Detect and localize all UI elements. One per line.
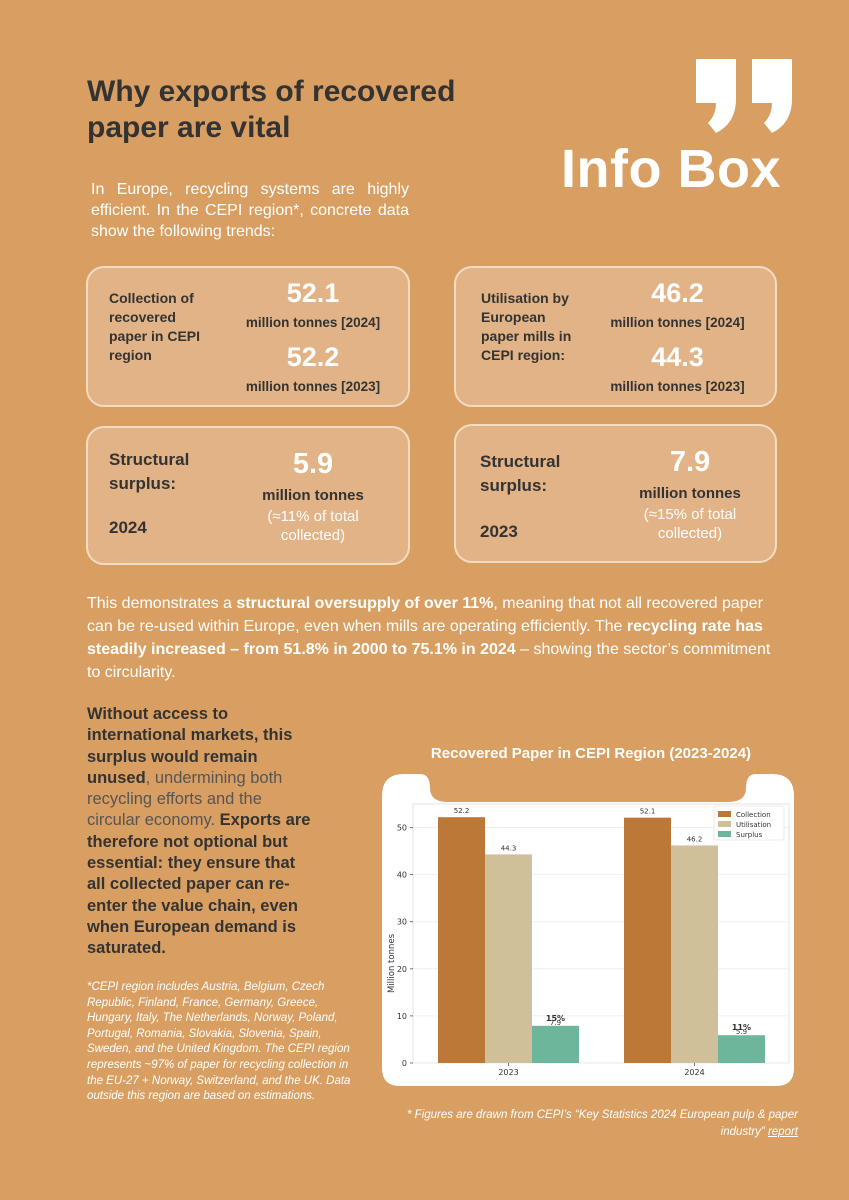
data-label: 5.9 (736, 1028, 747, 1036)
surplus-2024-card: Structural surplus: 2024 5.9 million ton… (86, 426, 410, 565)
surplus-2023-label: Structural surplus: (480, 452, 561, 495)
surplus-pct-label: 15% (546, 1014, 565, 1023)
bar-surplus-2024 (718, 1035, 765, 1063)
source-text: * Figures are drawn from CEPI’s “Key Sta… (407, 1109, 798, 1138)
y-tick-label: 0 (402, 1059, 407, 1068)
collection-label: Collection of recovered paper in CEPI re… (109, 290, 201, 363)
utilisation-card: Utilisation by European paper mills in C… (454, 266, 777, 407)
utilisation-2024-unit: million tonnes [2024] (610, 315, 745, 330)
data-label: 7.9 (550, 1019, 561, 1027)
paragraph-bold-2: recycling rate has steadily increased – … (87, 618, 763, 658)
utilisation-2024-value: 46.2 (651, 278, 704, 308)
argument-text: , undermining both recycling efforts and… (87, 768, 283, 830)
page-title: Why exports of recovered paper are vital (87, 75, 456, 144)
bar-utilisation-2024 (671, 845, 718, 1063)
legend-swatch-collection (718, 811, 731, 817)
collection-card: Collection of recovered paper in CEPI re… (86, 266, 410, 407)
surplus-2023-unit: million tonnes (639, 485, 741, 502)
exports-argument: Without access to international markets,… (87, 704, 317, 960)
y-tick-label: 20 (397, 965, 407, 974)
paragraph-text-1: This demonstrates a (87, 595, 237, 612)
bar-surplus-2023 (532, 1025, 579, 1063)
y-tick-label: 10 (397, 1012, 407, 1021)
collection-2024-unit: million tonnes [2024] (245, 315, 381, 330)
surplus-2024-label: Structural surplus: (109, 450, 190, 493)
surplus-2024-year: 2024 (109, 518, 147, 537)
data-label: 52.1 (640, 808, 656, 816)
summary-paragraph: This demonstrates a structural oversuppl… (87, 592, 777, 684)
bar-utilisation-2023 (485, 854, 532, 1063)
y-tick-label: 30 (397, 918, 407, 927)
paragraph-text-2: , meaning that not all recovered paper c… (87, 595, 763, 635)
utilisation-2023-unit: million tonnes [2023] (610, 379, 745, 394)
collection-2023-unit: million tonnes [2023] (245, 379, 381, 394)
collection-2023-value: 52.2 (286, 342, 340, 372)
legend-label-utilisation: Utilisation (736, 821, 771, 829)
legend-swatch-utilisation (718, 821, 731, 827)
utilisation-2023-value: 44.3 (651, 342, 704, 372)
x-tick-label: 2024 (684, 1068, 704, 1077)
legend-label-surplus: Surplus (736, 831, 763, 839)
surplus-2024-value: 5.9 (292, 448, 334, 480)
argument-bold-2: Exports are therefore not optional but e… (87, 811, 311, 958)
paragraph-text-3: – showing the sector’s commitment to cir… (87, 641, 771, 681)
legend-swatch-surplus (718, 831, 731, 837)
collection-2024-value: 52.1 (286, 278, 340, 308)
surplus-pct-label: 11% (732, 1023, 751, 1032)
surplus-2024-unit: million tonnes (262, 487, 364, 504)
y-axis-label: Million tonnes (387, 933, 397, 993)
legend-box (713, 805, 785, 841)
info-box-heading: Info Box (561, 139, 781, 199)
data-label: 52.2 (454, 807, 470, 815)
intro-text: In Europe, recycling systems are highly … (91, 181, 409, 240)
utilisation-label: Utilisation by European paper mills in C… (481, 290, 572, 363)
y-tick-label: 50 (397, 824, 407, 833)
surplus-2023-card: Structural surplus: 2023 7.9 million ton… (454, 424, 777, 563)
data-label: 46.2 (687, 835, 703, 843)
y-tick-label: 40 (397, 871, 407, 880)
surplus-2023-year: 2023 (480, 522, 518, 541)
cepi-footnote: *CEPI region includes Austria, Belgium, … (87, 981, 351, 1103)
bar-collection-2024 (624, 817, 671, 1063)
surplus-2024-note: (≈11% of total collected) (267, 508, 359, 544)
bar-collection-2023 (438, 817, 485, 1063)
data-label: 44.3 (501, 844, 517, 852)
quote-icon (696, 59, 792, 133)
argument-bold-1: Without access to international markets,… (87, 705, 293, 787)
surplus-2023-value: 7.9 (669, 446, 711, 478)
recovered-paper-chart: 0 10 20 30 40 50 Million tonnes 52.2 44.3 15%7.9 2… (382, 774, 794, 1086)
source-note: * Figures are drawn from CEPI’s “Key Sta… (392, 1107, 798, 1141)
legend-label-collection: Collection (736, 811, 771, 819)
x-tick-label: 2023 (498, 1068, 518, 1077)
paragraph-bold-1: structural oversupply of over 11% (236, 595, 494, 612)
chart-title: Recovered Paper in CEPI Region (2023-202… (430, 745, 752, 762)
source-report-link[interactable]: report (767, 1126, 798, 1138)
surplus-2023-note: (≈15% of total collected) (643, 506, 737, 542)
